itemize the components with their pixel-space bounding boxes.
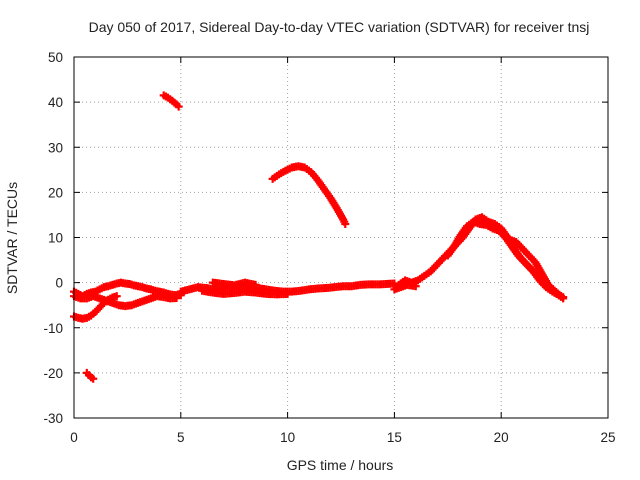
data-point	[172, 293, 181, 302]
x-tick-label: 20	[494, 430, 509, 445]
axis-ticks: 0 5 10 15 20 25 -30 -20 -10 0 10 20 30 40 50	[43, 50, 615, 445]
y-tick-label: 0	[55, 276, 63, 291]
data-point	[89, 374, 98, 383]
data-point	[411, 282, 420, 291]
x-tick-label: 0	[70, 430, 78, 445]
y-tick-label: 30	[48, 140, 63, 155]
x-tick-label: 25	[600, 430, 615, 445]
x-tick-label: 5	[177, 430, 185, 445]
chart-title: Day 050 of 2017, Sidereal Day-to-day VTE…	[89, 19, 590, 35]
y-tick-label: -20	[43, 366, 63, 381]
y-tick-label: 50	[48, 50, 63, 65]
x-axis-label: GPS time / hours	[287, 457, 394, 473]
x-tick-label: 15	[387, 430, 402, 445]
data-point	[557, 292, 566, 301]
y-tick-label: 10	[48, 231, 63, 246]
data-point	[174, 102, 183, 111]
data-point	[251, 280, 260, 289]
y-tick-label: -10	[43, 321, 63, 336]
y-tick-label: 40	[48, 95, 63, 110]
x-tick-label: 10	[280, 430, 295, 445]
y-tick-label: -30	[43, 411, 63, 426]
data-point	[283, 289, 292, 298]
y-axis-label: SDTVAR / TECUs	[4, 182, 20, 294]
data-points	[70, 91, 568, 383]
y-tick-label: 20	[48, 185, 63, 200]
data-point	[341, 219, 350, 228]
grid-lines	[74, 57, 608, 418]
data-point	[112, 292, 121, 301]
